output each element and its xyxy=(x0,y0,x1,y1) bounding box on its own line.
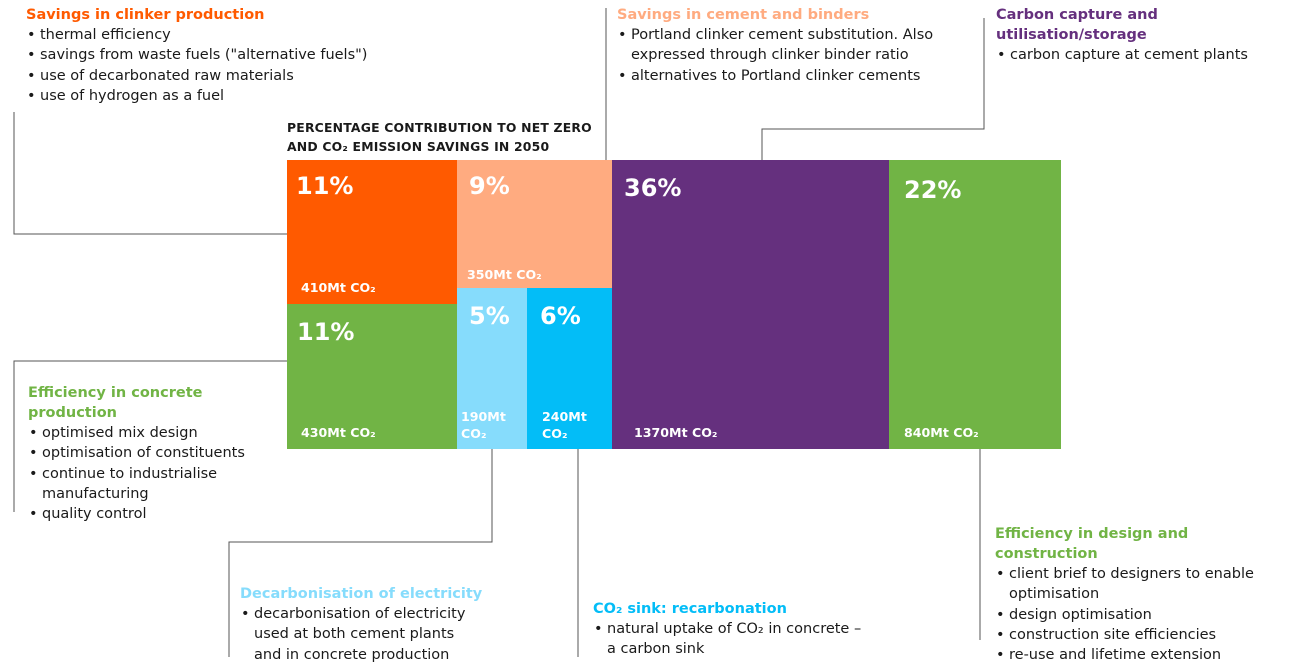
bullet-item: decarbonisation of electricity used at b… xyxy=(240,604,485,665)
bullet-item: Portland clinker cement substitution. Al… xyxy=(617,25,957,66)
category-title: Savings in cement and binders xyxy=(617,7,870,23)
bullet-list: thermal efficiency savings from waste fu… xyxy=(26,25,386,106)
percent-label: 9% xyxy=(469,172,510,200)
treemap-block-co-sink-recarbonation: 6% 240Mt CO₂ xyxy=(527,288,612,449)
bullet-list: optimised mix design optimisation of con… xyxy=(28,423,283,525)
emission-value-label: 840Mt CO₂ xyxy=(904,425,979,440)
category-ccus: Carbon capture and utilisation/storage c… xyxy=(996,5,1308,66)
category-title: Efficiency in concrete production xyxy=(28,385,203,421)
treemap-block-savings-in-cement-and-binders: 9% 350Mt CO₂ xyxy=(457,160,612,288)
bullet-item: natural uptake of CO₂ in concrete – a ca… xyxy=(593,619,873,660)
leader-line-concrete xyxy=(13,360,287,512)
percent-label: 22% xyxy=(904,176,962,204)
percent-label: 6% xyxy=(540,302,581,330)
bullet-item: client brief to designers to enable opti… xyxy=(995,564,1285,605)
bullet-item: design optimisation xyxy=(995,605,1285,626)
leader-line-electricity xyxy=(228,449,493,657)
bullet-list: carbon capture at cement plants xyxy=(996,45,1308,66)
bullet-item: continue to industrialise manufacturing xyxy=(28,464,283,505)
bullet-list: decarbonisation of electricity used at b… xyxy=(240,604,485,665)
chart-title: PERCENTAGE CONTRIBUTION TO NET ZERO AND … xyxy=(287,120,592,154)
treemap-block-savings-in-clinker-production: 11% 410Mt CO₂ xyxy=(287,160,457,304)
category-concrete: Efficiency in concrete production optimi… xyxy=(28,383,283,525)
category-sink: CO₂ sink: recarbonation natural uptake o… xyxy=(593,599,873,660)
bullet-list: client brief to designers to enable opti… xyxy=(995,564,1285,665)
bullet-item: savings from waste fuels ("alternative f… xyxy=(26,45,386,66)
category-cement: Savings in cement and binders Portland c… xyxy=(617,5,957,86)
leader-line-clinker xyxy=(13,112,287,235)
emission-value-label: 240Mt CO₂ xyxy=(542,409,587,441)
emission-value-label: 350Mt CO₂ xyxy=(467,267,542,282)
bullet-item: quality control xyxy=(28,504,283,525)
bullet-list: Portland clinker cement substitution. Al… xyxy=(617,25,957,86)
category-title: Savings in clinker production xyxy=(26,7,265,23)
treemap-block-efficiency-in-design-and-construction: 22% 840Mt CO₂ xyxy=(889,160,1061,449)
treemap-block-decarbonisation-of-electricity: 5% 190Mt CO₂ xyxy=(457,288,527,449)
percent-label: 11% xyxy=(297,318,355,346)
category-design: Efficiency in design and construction cl… xyxy=(995,524,1285,665)
bullet-item: carbon capture at cement plants xyxy=(996,45,1308,66)
emission-value-label: 410Mt CO₂ xyxy=(301,280,376,295)
bullet-item: alternatives to Portland clinker cements xyxy=(617,66,957,87)
percent-label: 5% xyxy=(469,302,510,330)
bullet-item: optimisation of constituents xyxy=(28,443,283,464)
category-title: Efficiency in design and construction xyxy=(995,526,1189,562)
treemap-block-carbon-capture-and-utilisation-storage: 36% 1370Mt CO₂ xyxy=(612,160,889,449)
category-title: Decarbonisation of electricity xyxy=(240,586,483,602)
leader-line-ccus xyxy=(761,18,985,160)
bullet-item: thermal efficiency xyxy=(26,25,386,46)
bullet-item: construction site efficiencies xyxy=(995,625,1285,646)
category-title: CO₂ sink: recarbonation xyxy=(593,601,787,617)
emission-value-label: 190Mt CO₂ xyxy=(461,409,506,441)
bullet-list: natural uptake of CO₂ in concrete – a ca… xyxy=(593,619,873,660)
percent-label: 11% xyxy=(296,172,354,200)
category-title: Carbon capture and utilisation/storage xyxy=(996,7,1158,43)
emission-value-label: 430Mt CO₂ xyxy=(301,425,376,440)
category-electricity: Decarbonisation of electricity decarboni… xyxy=(240,584,485,665)
bullet-item: use of decarbonated raw materials xyxy=(26,66,386,87)
category-clinker: Savings in clinker production thermal ef… xyxy=(26,5,386,106)
bullet-item: use of hydrogen as a fuel xyxy=(26,86,386,107)
bullet-item: optimised mix design xyxy=(28,423,283,444)
emission-value-label: 1370Mt CO₂ xyxy=(634,425,718,440)
treemap-block-efficiency-in-concrete-production: 11% 430Mt CO₂ xyxy=(287,304,457,449)
bullet-item: re-use and lifetime extension xyxy=(995,645,1285,665)
percent-label: 36% xyxy=(624,174,682,202)
